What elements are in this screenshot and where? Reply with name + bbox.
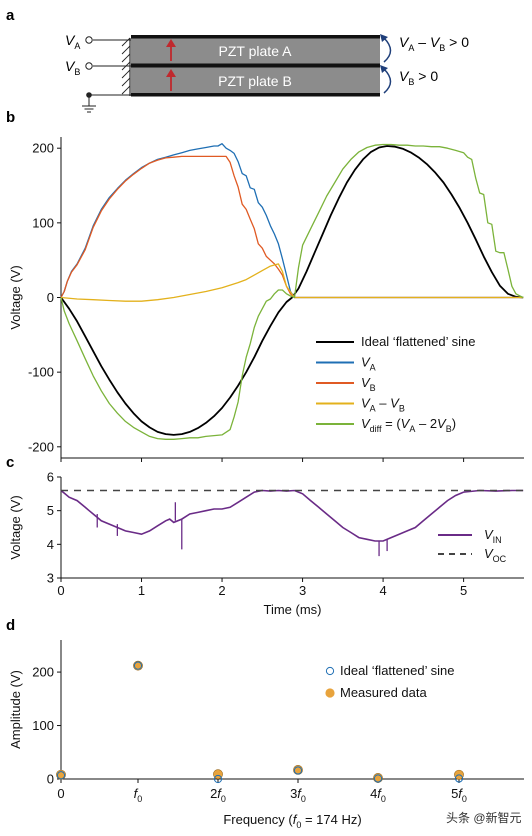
chart-b-ytick-label: -100	[28, 365, 54, 380]
chart-b-ytick-label: 0	[47, 290, 54, 305]
chart-b-series-line-4	[60, 143, 524, 440]
vb-terminal-label: VB	[65, 58, 80, 77]
chart-b-ytick-label: 100	[32, 215, 54, 230]
chart-b-series-line-3	[60, 263, 524, 302]
chart-d-xtick-label: 5f0	[451, 786, 467, 804]
chart-c-ytick-label: 6	[47, 470, 54, 485]
chart-b-legend-entry: VA	[361, 355, 376, 373]
polarization-arrow-a	[166, 39, 176, 61]
chart-d-xtick-label: 2f0	[210, 786, 226, 804]
electrode-bottom	[131, 93, 380, 97]
panel-letter-b: b	[6, 109, 15, 126]
chart-c-xtick-label: 1	[138, 583, 145, 598]
chart-b-legend-entry: Vdiff = (VA – 2VB)	[361, 416, 456, 434]
chart-c-xtick-label: 3	[299, 583, 306, 598]
chart-c-series-line-0	[60, 489, 524, 542]
relation-va-minus-vb: VA – VB > 0	[399, 34, 469, 53]
chart-c-ylabel: Voltage (V)	[8, 495, 23, 559]
chart-d-measured-point	[133, 660, 143, 671]
chart-b-voltage: -200 -100 0 100 200 Voltage (V) Ideal ‘flatten…	[8, 137, 524, 462]
chart-d-ideal-point	[133, 661, 143, 670]
chart-b-legend-entry: VB	[361, 375, 376, 393]
chart-d-ytick-label: 0	[47, 772, 54, 787]
electrode-middle	[131, 63, 380, 68]
chart-d-legend-swatch-ideal	[325, 666, 335, 676]
chart-c-legend-entry: VOC	[484, 546, 507, 564]
chart-d-ytick-label: 100	[32, 718, 54, 733]
voltage-arrow-b	[383, 68, 392, 94]
chart-d-xtick-label: 4f0	[370, 786, 386, 804]
panel-letter-d: d	[6, 617, 15, 634]
panel-letter-c: c	[6, 454, 14, 471]
chart-c-ytick-label: 5	[47, 503, 54, 518]
chart-b-legend-entry: Ideal ‘flattened’ sine	[361, 334, 475, 349]
chart-d-xtick-label: 0	[57, 786, 64, 801]
chart-b-series-line-1	[60, 143, 524, 299]
electrode-top	[131, 35, 380, 39]
ground-symbol	[82, 92, 131, 113]
voltage-arrow-ab	[383, 37, 392, 63]
chart-d-ideal-point	[454, 774, 464, 783]
panel-letter-a: a	[6, 7, 15, 24]
terminal-vb	[85, 62, 131, 70]
chart-d-legend-measured: Measured data	[340, 685, 427, 700]
chart-c-ytick-label: 3	[47, 571, 54, 586]
chart-d-xtick-label: f0	[134, 786, 143, 804]
va-terminal-label: VA	[65, 32, 80, 51]
chart-d-ideal-point	[373, 774, 383, 783]
chart-c-xtick-label: 2	[218, 583, 225, 598]
chart-c-xtick-label: 4	[379, 583, 386, 598]
chart-b-ytick-label: -200	[28, 439, 54, 454]
chart-c-legend-entry: VIN	[484, 527, 502, 545]
chart-d-amplitude: 0 100 200 0 f0 2f0 3f0 4f0 5f0 Amplitude (V) Frequ…	[8, 640, 524, 830]
relation-vb: VB > 0	[399, 68, 438, 87]
chart-c-xtick-label: 5	[460, 583, 467, 598]
terminal-va	[85, 36, 131, 44]
chart-d-ideal-point	[56, 771, 66, 780]
chart-d-xlabel: Frequency (f0 = 174 Hz)	[223, 812, 361, 830]
plate-b-label: PZT plate B	[218, 73, 292, 89]
chart-b-ytick-label: 200	[32, 141, 54, 156]
voltage-arrow-b-head	[380, 65, 388, 73]
chart-d-xtick-label: 3f0	[290, 786, 306, 804]
plate-a-label: PZT plate A	[219, 43, 293, 59]
chart-b-series-line-2	[60, 155, 524, 299]
panel-a-schematic: a PZT plate A PZT plate B	[6, 7, 469, 113]
polarization-arrow-b	[166, 69, 176, 91]
chart-b-ylabel: Voltage (V)	[8, 265, 23, 329]
chart-d-legend-ideal: Ideal ‘flattened’ sine	[340, 663, 454, 678]
chart-c-ytick-label: 4	[47, 537, 54, 552]
chart-d-legend-swatch-measured	[325, 688, 335, 698]
chart-b-legend-entry: VA – VB	[361, 396, 405, 414]
chart-d-ideal-point	[213, 774, 223, 784]
chart-b-series-line-0	[60, 145, 524, 436]
chart-d-ideal-point	[293, 766, 303, 775]
chart-c-xlabel: Time (ms)	[263, 602, 321, 617]
chart-d-ylabel: Amplitude (V)	[8, 670, 23, 749]
chart-c-xtick-label: 0	[57, 583, 64, 598]
voltage-arrow-ab-head	[380, 34, 388, 42]
chart-d-ytick-label: 200	[32, 665, 54, 680]
watermark: 头条 @新智元	[446, 810, 522, 825]
